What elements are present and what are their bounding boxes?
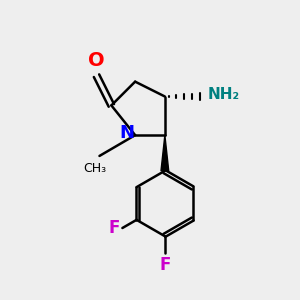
Text: F: F — [108, 219, 119, 237]
Text: CH₃: CH₃ — [83, 163, 106, 176]
Text: F: F — [159, 256, 170, 274]
Text: NH₂: NH₂ — [208, 87, 240, 102]
Polygon shape — [161, 135, 169, 171]
Text: O: O — [88, 51, 105, 70]
Text: N: N — [119, 124, 134, 142]
